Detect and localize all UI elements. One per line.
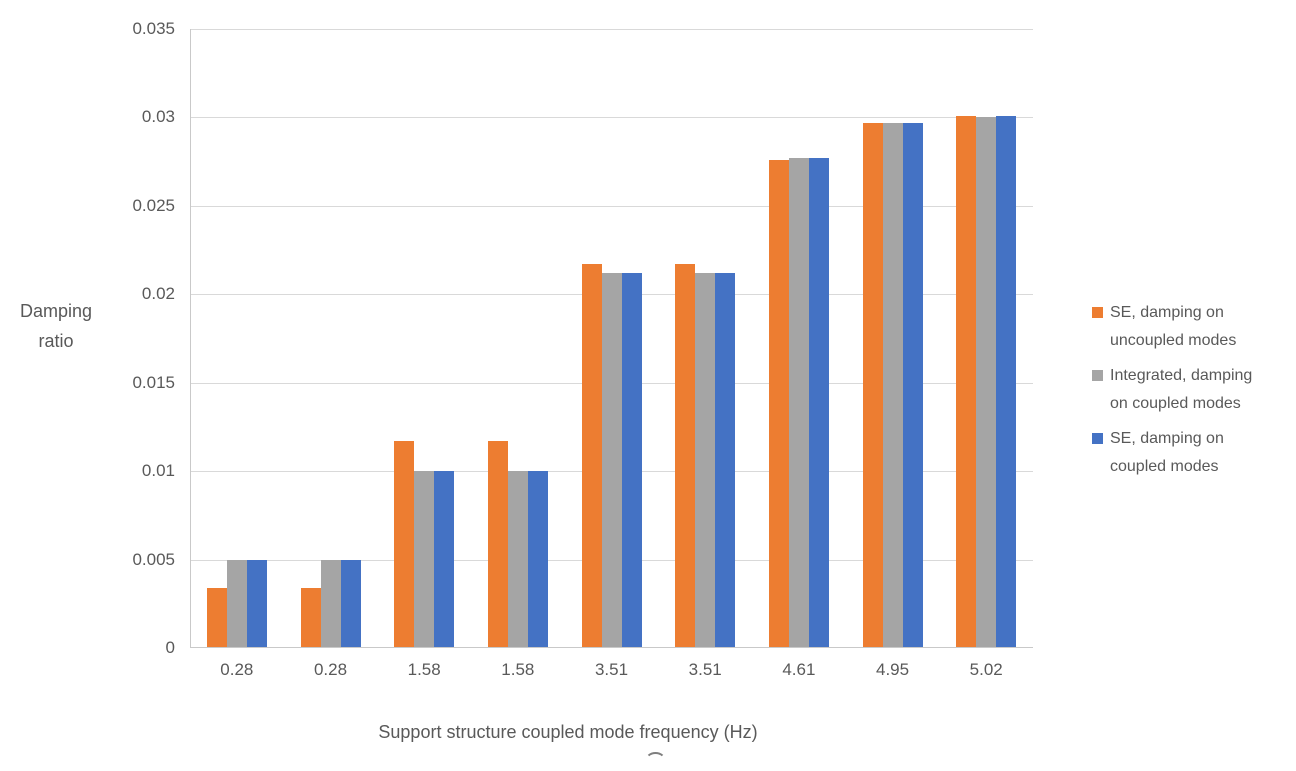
y-axis-title-line: ratio <box>38 331 74 351</box>
bar-series-3 <box>527 471 548 648</box>
bar-series-1 <box>768 159 789 648</box>
y-axis-tick-label: 0 <box>165 638 175 657</box>
bar-series-2 <box>976 117 997 648</box>
cropped-text-fragment <box>645 752 666 761</box>
bar-series-2 <box>788 158 809 648</box>
y-axis-tick-label: 0.015 <box>132 372 175 392</box>
y-axis-tick-label: 0.02 <box>141 284 175 304</box>
x-axis-tick-label: 4.61 <box>782 660 816 679</box>
bar-group <box>752 29 846 648</box>
bar-series-3 <box>434 471 455 648</box>
y-axis-tick-label: 0.01 <box>141 461 175 481</box>
x-axis-tick-label: 1.58 <box>501 660 535 679</box>
bar-series-1 <box>581 264 602 648</box>
bar-series-2 <box>320 559 341 648</box>
x-axis-title: Support structure coupled mode frequency… <box>378 722 758 742</box>
bar-group <box>377 29 471 648</box>
bar-group <box>658 29 752 648</box>
gridline <box>190 205 1033 207</box>
bar-series-2 <box>601 273 622 648</box>
bar-series-1 <box>206 587 227 648</box>
y-axis-tick-label: 0.005 <box>132 549 175 569</box>
bar-series-2 <box>226 559 247 648</box>
x-axis-tick-labels: 0.28 0.28 1.58 1.58 3.51 3.51 4.61 4.95 5.02 <box>190 660 1033 680</box>
bar-group <box>846 29 940 648</box>
gridline <box>190 117 1033 119</box>
legend-item: SE, damping on coupled modes <box>1092 425 1224 481</box>
bar-series-3 <box>340 559 361 648</box>
x-axis-tick-label: 0.28 <box>220 660 254 679</box>
bar-group <box>939 29 1033 648</box>
bar-group <box>565 29 659 648</box>
legend-swatch-icon <box>1092 370 1103 381</box>
bar-group <box>284 29 378 648</box>
bar-series-2 <box>414 471 435 648</box>
y-axis-tick-label: 0.03 <box>141 107 175 127</box>
bar-series-3 <box>808 158 829 648</box>
x-axis-tick-label: 4.95 <box>875 660 910 679</box>
bar-series-1 <box>862 122 883 648</box>
x-axis-tick-label: 3.51 <box>594 660 629 679</box>
gridline <box>190 29 1033 30</box>
y-axis-tick-label: 0.025 <box>132 195 175 215</box>
bar-series-2 <box>882 122 903 648</box>
bar-series-1 <box>487 441 508 648</box>
x-axis-line <box>190 647 1033 648</box>
bar-series-1 <box>956 115 977 648</box>
bar-group <box>190 29 284 648</box>
legend-swatch-icon <box>1092 307 1103 318</box>
x-axis-tick-label: 5.02 <box>969 660 1003 679</box>
y-axis-tick-label: 0.035 <box>132 19 175 38</box>
y-axis-title: Damping ratio <box>0 296 112 356</box>
bar-series-3 <box>715 273 736 648</box>
y-axis-title-line: Damping <box>19 301 93 321</box>
bar-series-3 <box>902 122 923 648</box>
bar-series-1 <box>675 264 696 648</box>
legend-item: SE, damping on uncoupled modes <box>1092 299 1236 355</box>
legend-item: Integrated, damping on coupled modes <box>1092 362 1252 418</box>
x-axis-tick-label: 0.28 <box>313 660 348 679</box>
x-axis-tick-label: 3.51 <box>688 660 722 679</box>
bar-groups <box>190 29 1033 648</box>
legend-label: Integrated, damping on coupled modes <box>1110 367 1253 412</box>
bar-series-1 <box>300 587 321 648</box>
bar-group <box>471 29 565 648</box>
bar-series-3 <box>996 115 1017 648</box>
bar-series-2 <box>695 273 716 648</box>
legend-swatch-icon <box>1092 433 1103 444</box>
bar-series-3 <box>621 273 642 648</box>
bar-series-3 <box>246 559 267 648</box>
legend-label: SE, damping on coupled modes <box>1110 430 1224 475</box>
y-axis-line <box>190 29 191 648</box>
legend-label: SE, damping on uncoupled modes <box>1110 304 1237 349</box>
bar-series-1 <box>394 441 415 648</box>
x-axis-tick-label: 1.58 <box>407 660 441 679</box>
bar-series-2 <box>507 471 528 648</box>
